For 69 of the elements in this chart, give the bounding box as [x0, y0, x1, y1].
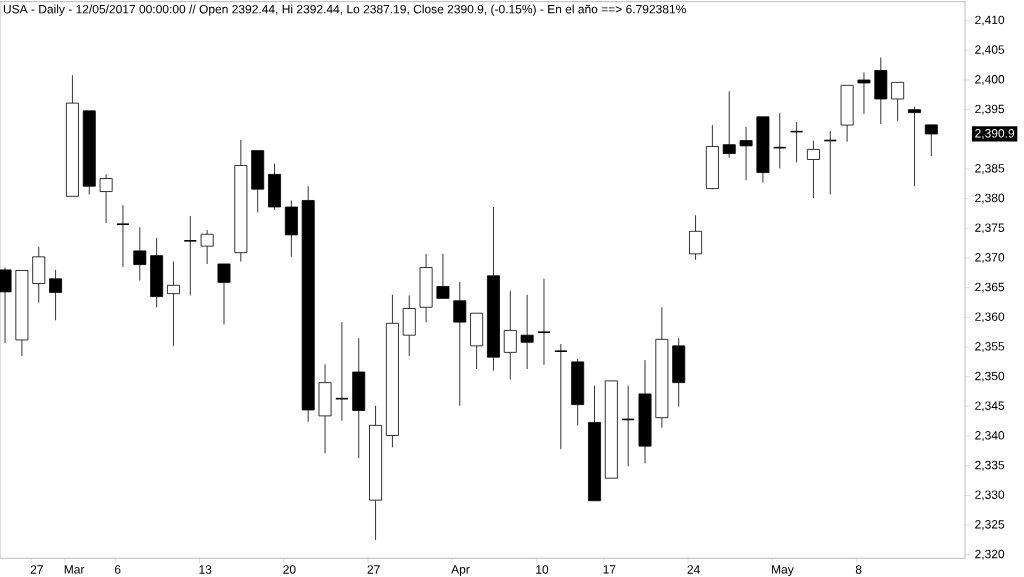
- y-tick-label: 2,355: [975, 342, 1005, 352]
- y-tick-label: 2,400: [975, 75, 1005, 85]
- candlestick: [32, 246, 46, 303]
- y-tick-label: 2,370: [975, 253, 1005, 263]
- x-tick-label: 27: [367, 565, 380, 574]
- y-tick-label: 2,330: [975, 490, 1005, 501]
- chart-title: USA - Daily - 12/05/2017 00:00:00 // Open 2392.44, Hi 2392.44, Lo 2387.19, Close 2390.9, (-0.15%) - En el año ==> 6.792381%: [3, 4, 686, 16]
- x-tick-label: 6: [114, 565, 121, 574]
- candlestick: [183, 215, 198, 296]
- x-tick-label: 24: [687, 565, 700, 574]
- candlestick: [234, 139, 248, 262]
- candlestick: [655, 306, 669, 429]
- candlestick: [352, 337, 366, 459]
- candlestick: [672, 337, 686, 407]
- candlestick: [369, 405, 383, 541]
- candlestick: [520, 294, 534, 370]
- y-tick-label: 2,410: [975, 15, 1005, 26]
- y-tick-label: 2,320: [975, 549, 1005, 560]
- candlestick: [116, 204, 130, 268]
- candlestick: [638, 359, 652, 464]
- candlestick: [486, 206, 500, 372]
- candlestick: [0, 267, 12, 344]
- candlestick: [571, 358, 585, 426]
- candlestick: [503, 290, 517, 381]
- x-tick-label: 10: [536, 565, 549, 574]
- y-tick-label: 2,335: [975, 460, 1005, 471]
- y-tick-label: 2,325: [975, 520, 1005, 531]
- candlestick: [133, 226, 147, 281]
- y-tick-label: 2,385: [975, 164, 1005, 174]
- y-tick-label: 2,360: [975, 312, 1005, 323]
- candlestick: [301, 185, 315, 423]
- y-tick-label: 2,340: [975, 431, 1005, 442]
- y-tick-label: 2,365: [975, 282, 1005, 293]
- candlestick: [537, 278, 551, 366]
- candlestick: [167, 261, 180, 347]
- y-tick-label: 2,375: [975, 223, 1005, 234]
- candlestick: [806, 140, 820, 199]
- candlestick: [318, 363, 332, 454]
- candlestick: [553, 343, 568, 450]
- candlestick: [385, 294, 399, 448]
- y-tick-label: 2,345: [975, 401, 1005, 412]
- candlestick: [874, 57, 888, 125]
- candlestick: [99, 173, 113, 224]
- y-tick-label: 2,395: [975, 104, 1005, 115]
- candlestick: [284, 200, 298, 258]
- candlestick: [689, 214, 703, 261]
- candlestick: [739, 126, 753, 181]
- y-tick-label: 2,405: [975, 45, 1005, 56]
- x-tick-label: 17: [603, 565, 616, 574]
- candlestick: [402, 295, 416, 357]
- x-tick-label: May: [772, 565, 794, 576]
- x-tick-label: 13: [199, 565, 212, 574]
- text: 2,390.9: [975, 129, 1015, 139]
- candlestick: [908, 106, 921, 187]
- candlestick: [453, 281, 467, 407]
- x-tick-label: Apr: [451, 565, 470, 576]
- candlestick: [722, 90, 736, 159]
- candlestick: [49, 269, 63, 321]
- candlestick: [268, 163, 281, 211]
- y-tick-label: 2,380: [975, 193, 1005, 204]
- candlestick: [857, 71, 871, 115]
- x-tick-label: 27: [30, 565, 43, 574]
- candlestick: [200, 229, 214, 265]
- candlestick: [419, 253, 433, 323]
- candlestick: [150, 237, 164, 308]
- x-tick-label: 20: [283, 565, 296, 574]
- x-tick-label: 8: [855, 565, 862, 574]
- y-tick-label: 2,350: [975, 371, 1005, 382]
- x-tick-label: Mar: [64, 565, 85, 574]
